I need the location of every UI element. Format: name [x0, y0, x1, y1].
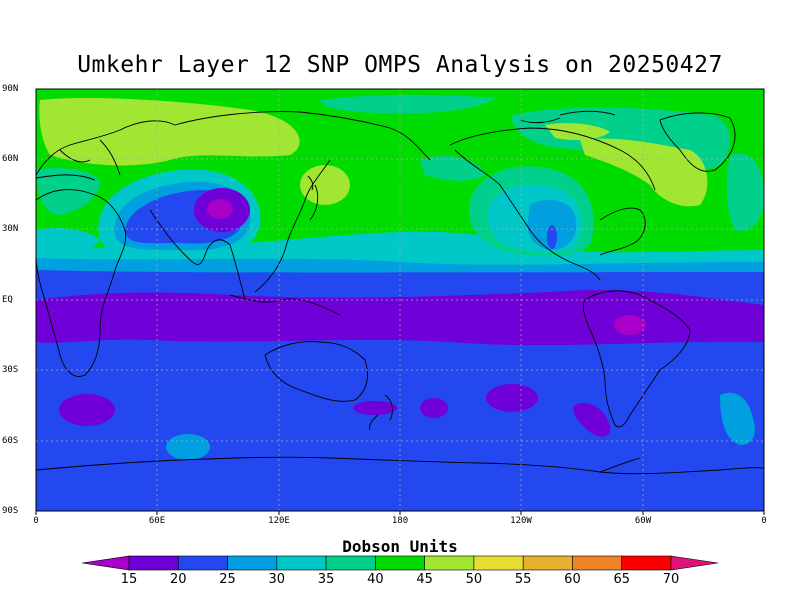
colorbar-swatch: [81, 555, 130, 571]
axis-ticks: [35, 511, 765, 515]
colorbar-level-label: 60: [564, 572, 581, 587]
y-tick-label: 90N: [2, 84, 19, 94]
x-tick-label: 120W: [510, 516, 532, 526]
colorbar-swatch: [177, 555, 228, 571]
colorbar-swatch: [424, 555, 475, 571]
colorbar-title: Dobson Units: [342, 537, 458, 556]
y-tick-label: 30N: [2, 224, 19, 234]
colorbar: [81, 555, 719, 571]
x-tick-label: 0: [33, 516, 39, 526]
colorbar-swatch: [128, 555, 179, 571]
colorbar-level-label: 30: [268, 572, 286, 587]
map-title: Umkehr Layer 12 SNP OMPS Analysis on 202…: [77, 52, 723, 78]
colorbar-level-label: 55: [514, 572, 532, 587]
colorbar-swatch: [572, 555, 623, 571]
colorbar-swatch: [670, 555, 719, 571]
x-tick-label: 60E: [148, 516, 166, 526]
colorbar-swatch: [473, 555, 524, 571]
y-tick-label: 90S: [2, 506, 19, 516]
grid-lines: [36, 89, 764, 511]
colorbar-swatch: [325, 555, 376, 571]
x-tick-label: 120E: [268, 516, 290, 526]
colorbar-swatch: [522, 555, 573, 571]
colorbar-level-label: 45: [416, 572, 433, 587]
colorbar-level-label: 15: [120, 572, 138, 587]
colorbar-level-label: 20: [169, 572, 187, 587]
y-tick-label: 30S: [2, 365, 19, 375]
x-tick-label: 60W: [634, 516, 652, 526]
colorbar-level-label: 65: [613, 572, 630, 587]
colorbar-swatch: [276, 555, 327, 571]
colorbar-level-label: 50: [465, 572, 483, 587]
x-tick-label: 0: [761, 516, 767, 526]
colorbar-swatch: [227, 555, 278, 571]
colorbar-level-label: 70: [662, 572, 680, 587]
colorbar-level-label: 35: [317, 572, 335, 587]
colorbar-level-label: 40: [367, 572, 384, 587]
y-tick-label: EQ: [2, 295, 13, 305]
colorbar-swatch: [375, 555, 425, 571]
y-tick-label: 60N: [2, 154, 19, 164]
colorbar-swatch: [621, 555, 672, 571]
y-tick-label: 60S: [2, 436, 19, 446]
x-tick-label: 180: [391, 516, 409, 526]
colorbar-level-label: 25: [219, 572, 236, 587]
coastlines: [36, 110, 764, 478]
